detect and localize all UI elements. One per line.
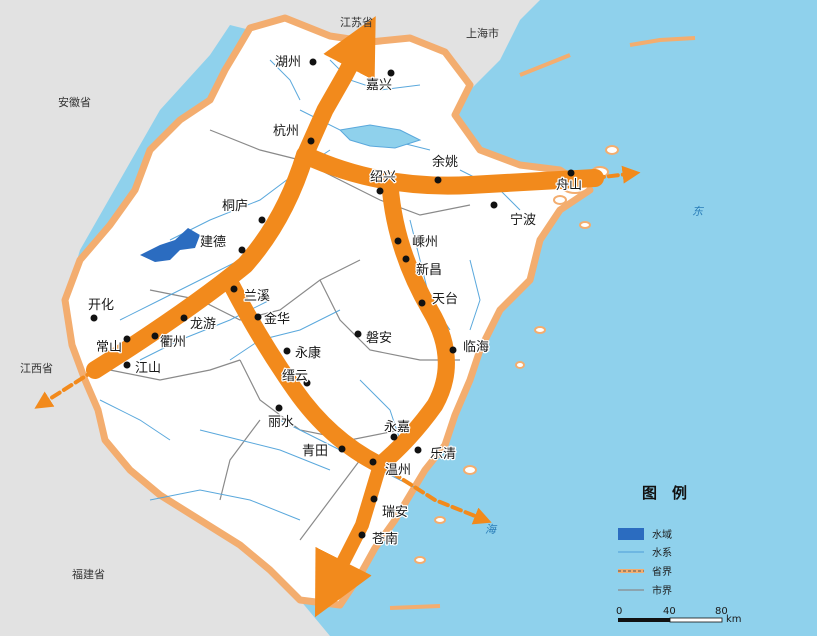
development-corridors: [34, 16, 641, 618]
scale-label-0: 0: [616, 606, 622, 617]
city-dot-quzhou: [151, 332, 159, 340]
city-label-wenzhou: 温州: [385, 463, 411, 478]
legend-label-water-system: 水系: [652, 547, 672, 559]
city-label-jinhua: 金华: [264, 311, 290, 327]
city-dot-shaoxing: [376, 187, 384, 195]
corridor-hangzhou-huzhou: [296, 16, 376, 164]
hangzhou-bay: [338, 124, 422, 149]
city-dot-jinhua: [254, 313, 262, 321]
legend-label-city-boundary: 市界: [652, 584, 672, 597]
city-dot-tonglu: [258, 216, 266, 224]
city-markers: [90, 58, 575, 539]
legend-title: 图 例: [642, 484, 687, 502]
scale-bar: 0 40 80 km: [616, 606, 742, 625]
city-label-panan: 磐安: [366, 331, 392, 346]
city-dot-yueqing: [414, 446, 422, 454]
corridor-wenzhou-cangnan: [314, 458, 387, 618]
legend-label-water-area: 水域: [652, 528, 672, 541]
city-label-shaoxing: 绍兴: [370, 170, 396, 185]
city-dot-cangnan: [358, 531, 366, 539]
city-label-jiande: 建德: [200, 235, 226, 250]
city-dot-shengzhou: [394, 237, 402, 245]
city-label-shengzhou: 嵊州: [412, 235, 438, 250]
city-dot-huzhou: [309, 58, 317, 66]
city-label-tonglu: 桐庐: [222, 199, 248, 214]
provincial-boundary-sea: [389, 36, 696, 610]
scale-label-80: 80: [715, 606, 728, 617]
city-label-hangzhou: 杭州: [273, 124, 299, 139]
city-dot-ningbo: [490, 201, 498, 209]
city-dot-zhoushan: [567, 169, 575, 177]
city-label-qingtian: 青田: [302, 444, 328, 459]
city-dot-ruian: [370, 495, 378, 503]
city-label-yueqing: 乐清: [430, 447, 456, 462]
city-dot-jiaxing: [387, 69, 395, 77]
sea-label-sea: 海: [485, 523, 498, 536]
qiandao-lake: [140, 228, 200, 262]
corridor-hangzhou-quzhou: [86, 146, 314, 379]
city-label-yongkang: 永康: [295, 345, 321, 361]
city-dot-kaihua: [90, 314, 98, 322]
city-dot-lishui: [275, 404, 283, 412]
city-dot-hangzhou: [307, 137, 315, 145]
city-label-kaihua: 开化: [88, 298, 114, 313]
corridor-zhoushan-extension: [593, 165, 641, 184]
city-dot-lanxi: [230, 285, 238, 293]
region-label-jiangxi: 江西省: [20, 362, 53, 375]
city-dot-tiantai: [418, 299, 426, 307]
city-label-huzhou: 湖州: [275, 55, 301, 70]
region-label-fujian: 福建省: [72, 567, 105, 581]
region-labels: 江苏省 上海市 安徽省 江西省 福建省: [20, 16, 499, 581]
legend-label-provincial-boundary: 省界: [652, 565, 672, 578]
city-label-yongjia: 永嘉: [384, 420, 410, 435]
corridor-shaoxing-taizhou-wenzhou: [371, 176, 455, 474]
city-label-ruian: 瑞安: [382, 505, 408, 520]
region-label-jiangsu: 江苏省: [340, 16, 373, 29]
scale-label-40: 40: [663, 606, 676, 617]
region-label-shanghai: 上海市: [466, 26, 499, 40]
city-label-cangnan: 苍南: [372, 531, 398, 547]
region-label-anhui: 安徽省: [58, 95, 91, 109]
city-dot-qingtian: [338, 445, 346, 453]
city-dot-longyou: [180, 314, 188, 322]
map-legend: 图 例 水域 水系 省界 市界 0 40 80 km: [616, 484, 742, 625]
corridor-jinhua-lishui-wenzhou: [223, 277, 389, 474]
city-label-jiaxing: 嘉兴: [366, 78, 392, 93]
city-label-zhoushan: 舟山: [556, 178, 582, 193]
city-label-yuyao: 余姚: [432, 154, 458, 170]
city-dot-jiande: [238, 246, 246, 254]
city-label-tiantai: 天台: [432, 292, 458, 307]
city-label-quzhou: 衢州: [160, 335, 186, 350]
city-dot-wenzhou: [369, 458, 377, 466]
city-label-lanxi: 兰溪: [244, 289, 270, 304]
city-label-linhai: 临海: [463, 340, 489, 355]
sea-label-east: 东: [692, 205, 705, 218]
city-dot-changshan: [123, 335, 131, 343]
city-dot-yongjia: [390, 433, 398, 441]
city-label-jiangshan: 江山: [135, 361, 161, 376]
city-label-ningbo: 宁波: [510, 212, 536, 228]
city-label-longyou: 龙游: [190, 317, 216, 332]
city-dot-panan: [354, 330, 362, 338]
city-labels: 湖州 嘉兴 杭州 余姚 绍兴 舟山 宁波 桐庐 建德 嵊州 新昌 天台 兰溪 开…: [87, 54, 584, 549]
zhejiang-province: [61, 14, 594, 609]
city-dot-linhai: [449, 346, 457, 354]
city-dot-yongkang: [283, 347, 291, 355]
city-label-changshan: 常山: [96, 340, 122, 355]
city-dot-xinchang: [402, 255, 410, 263]
corridor-quzhou-extension: [34, 368, 97, 409]
city-label-xinchang: 新昌: [416, 262, 442, 278]
scale-unit-km: km: [726, 614, 742, 625]
legend-swatch-water-area: [618, 528, 644, 540]
city-dot-yuyao: [434, 176, 442, 184]
city-dot-jinyun: [303, 379, 311, 387]
city-label-jinyun: 缙云: [282, 369, 308, 384]
city-dot-jiangshan: [123, 361, 131, 369]
corridor-wenzhou-sea-extension: [378, 463, 492, 525]
corridor-hangzhou-ningbo-zhoushan: [296, 146, 604, 195]
city-label-lishui: 丽水: [268, 415, 294, 430]
